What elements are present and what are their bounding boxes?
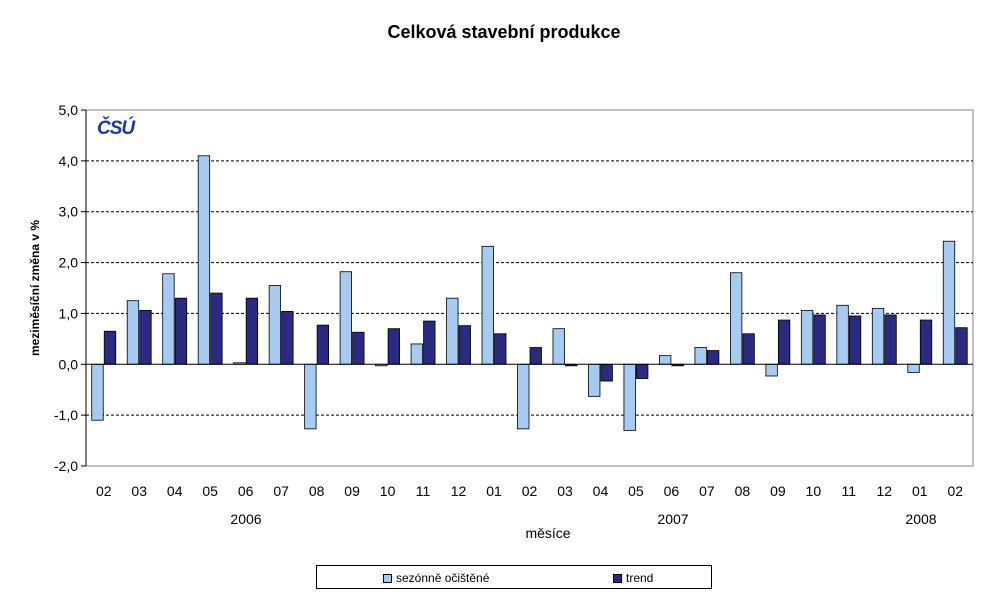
bar-trend — [919, 319, 933, 365]
legend-swatch-seasonal — [383, 573, 392, 583]
bar-seasonal — [552, 328, 565, 365]
x-tick-label: 09 — [344, 483, 360, 499]
legend-item-trend: trend — [613, 571, 653, 585]
x-tick-label: 10 — [380, 483, 396, 499]
x-tick-label: 01 — [486, 483, 502, 499]
bar-trend — [352, 331, 365, 365]
bar-trend — [494, 333, 507, 365]
bar-trend — [813, 314, 826, 365]
y-tick-label: -2,0 — [54, 458, 78, 474]
bar-seasonal — [339, 271, 353, 365]
bar-trend — [955, 327, 968, 365]
plot-area — [85, 109, 974, 467]
x-tick-label: 12 — [877, 483, 893, 499]
bar-seasonal — [729, 272, 743, 365]
bar-trend — [707, 350, 720, 365]
bar-seasonal — [800, 309, 814, 365]
x-tick-label: 10 — [806, 483, 822, 499]
bar-seasonal — [694, 347, 707, 365]
x-tick-label: 02 — [96, 483, 112, 499]
bar-seasonal — [836, 304, 849, 365]
bar-trend — [316, 324, 330, 365]
bar-seasonal — [162, 273, 175, 365]
x-tick-label: 09 — [770, 483, 786, 499]
x-tick-label: 04 — [593, 483, 609, 499]
bar-trend — [174, 297, 188, 365]
y-tick-label: 3,0 — [59, 204, 79, 220]
y-tick-label: -1,0 — [54, 407, 78, 423]
bar-seasonal — [126, 300, 140, 365]
x-tick-label: 02 — [522, 483, 538, 499]
legend-label-seasonal: sezónně očištěné — [396, 571, 490, 585]
x-tick-label: 08 — [735, 483, 751, 499]
x-tick-label: 11 — [416, 483, 431, 499]
legend-label-trend: trend — [626, 571, 654, 585]
year-label: 2006 — [230, 511, 261, 527]
x-tick-label: 07 — [273, 483, 289, 499]
x-tick-label: 05 — [628, 483, 644, 499]
bar-seasonal — [304, 363, 317, 430]
bar-seasonal — [588, 363, 601, 397]
x-tick-label: 03 — [131, 483, 147, 499]
bar-seasonal — [942, 240, 956, 365]
bar-trend — [848, 315, 862, 365]
x-tick-label: 12 — [451, 483, 467, 499]
bar-trend — [281, 310, 294, 365]
year-label: 2008 — [905, 511, 936, 527]
bar-trend — [139, 309, 152, 365]
bar-seasonal — [765, 363, 778, 377]
bar-seasonal — [410, 343, 423, 365]
bar-trend — [458, 325, 471, 365]
bar-trend — [529, 347, 542, 365]
bar-trend — [103, 330, 117, 365]
bar-trend — [884, 314, 897, 365]
bar-seasonal — [623, 363, 636, 431]
bar-trend — [600, 363, 613, 382]
bar-trend — [742, 333, 755, 365]
bar-seasonal — [907, 363, 920, 373]
bar-seasonal — [197, 155, 211, 365]
x-tick-label: 11 — [842, 483, 857, 499]
x-tick-label: 03 — [557, 483, 573, 499]
x-tick-label: 07 — [699, 483, 715, 499]
y-tick-label: 4,0 — [59, 153, 79, 169]
year-label: 2007 — [657, 511, 688, 527]
x-tick-label: 06 — [664, 483, 680, 499]
bar-trend — [636, 363, 649, 379]
bar-seasonal — [91, 363, 104, 421]
bar-seasonal — [871, 307, 885, 365]
bar-trend — [777, 319, 791, 365]
legend-item-seasonal: sezónně očištěné — [383, 571, 489, 585]
y-tick-label: 2,0 — [59, 255, 79, 271]
x-tick-label: 04 — [167, 483, 183, 499]
x-tick-label: 06 — [238, 483, 254, 499]
x-tick-label: 01 — [912, 483, 928, 499]
bar-seasonal — [481, 245, 494, 365]
bar-seasonal — [517, 363, 530, 430]
bar-trend — [245, 297, 259, 365]
y-tick-label: 1,0 — [59, 305, 79, 321]
chart-title: Celková stavební produkce — [387, 22, 621, 42]
x-tick-label: 02 — [947, 483, 963, 499]
legend: sezónně očištěné trend — [316, 565, 712, 589]
y-axis-title: meziměsíční změna v % — [28, 220, 42, 356]
x-tick-label: 05 — [202, 483, 218, 499]
csu-logo: ČSÚ — [97, 118, 135, 139]
bar-trend — [387, 328, 400, 365]
x-axis-title: měsíce — [525, 525, 570, 541]
bar-seasonal — [659, 355, 672, 365]
bar-trend — [210, 292, 223, 365]
y-tick-label: 0,0 — [59, 356, 79, 372]
bar-seasonal — [446, 297, 459, 365]
bar-seasonal — [268, 285, 282, 365]
legend-swatch-trend — [613, 573, 622, 583]
bar-trend — [423, 320, 436, 365]
x-tick-label: 08 — [309, 483, 325, 499]
y-tick-label: 5,0 — [59, 102, 79, 118]
